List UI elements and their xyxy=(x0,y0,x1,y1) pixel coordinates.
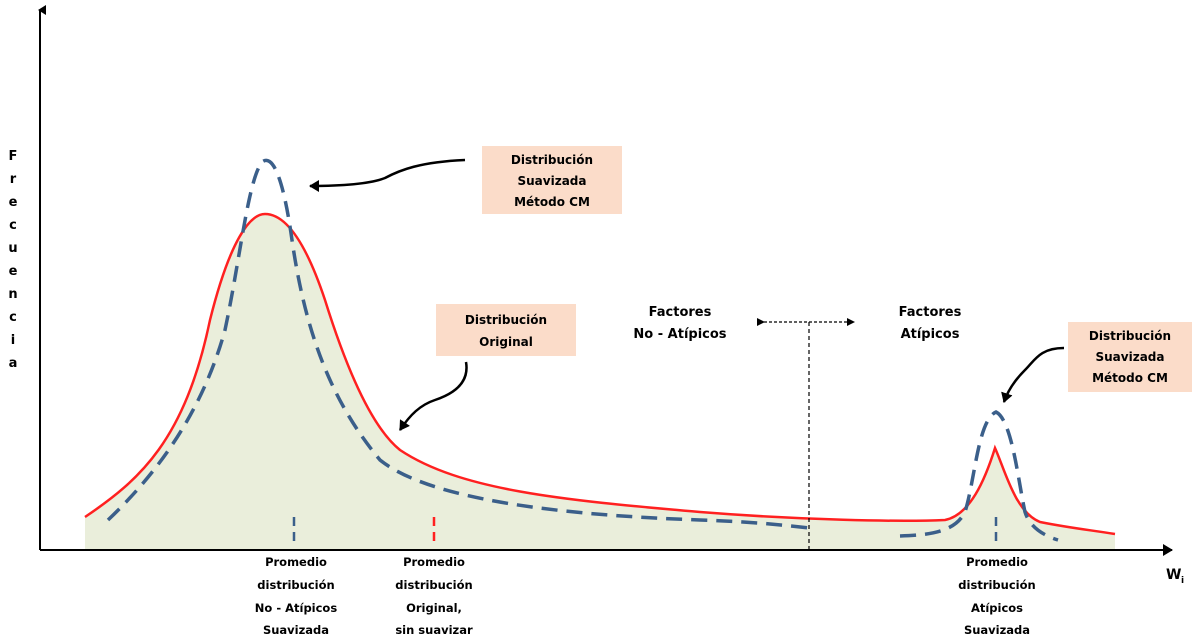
callout-box xyxy=(436,304,576,356)
bottom-label-line: distribución xyxy=(958,578,1035,592)
bottom-label-line: Original, xyxy=(406,601,462,615)
y-label-letter: n xyxy=(8,287,17,302)
smoothed-distribution-curve-left xyxy=(106,158,811,530)
bottom-label-line: Promedio xyxy=(966,555,1028,569)
bottom-label-line: Promedio xyxy=(403,555,465,569)
x-label-sub: i xyxy=(1181,576,1184,586)
bottom-label-line: Atípicos xyxy=(971,601,1023,615)
region-label-non-atypical: Factores No - Atípicos xyxy=(633,305,726,342)
bottom-label-line: Suavizada xyxy=(964,623,1030,637)
y-label-letter: c xyxy=(9,310,17,325)
callout-line: Original xyxy=(479,335,533,349)
callout-line: Distribución xyxy=(1089,329,1171,343)
y-axis-label: F r e c u e n c i a xyxy=(8,149,17,371)
x-axis-label: W i xyxy=(1166,567,1184,586)
region-label-line: No - Atípicos xyxy=(633,327,726,342)
callout-smoothed-left: Distribución Suavizada Método CM xyxy=(482,146,622,214)
callout-line: Suavizada xyxy=(1096,350,1165,364)
y-label-letter: F xyxy=(9,149,18,164)
pointer-arrow-smoothed-right xyxy=(1001,346,1065,403)
callout-original: Distribución Original xyxy=(436,304,576,356)
pointer-arrow-original xyxy=(398,361,468,431)
callout-line: Suavizada xyxy=(518,174,587,188)
bottom-label-line: Suavizada xyxy=(263,623,329,637)
y-label-letter: u xyxy=(8,241,17,256)
region-label-line: Factores xyxy=(899,305,962,320)
original-distribution-fill xyxy=(85,214,1115,550)
bottom-label-mean-non-atypical: Promedio distribución No - Atípicos Suav… xyxy=(255,555,338,637)
callout-box xyxy=(482,146,622,214)
y-label-letter: e xyxy=(9,264,18,279)
original-distribution-curve xyxy=(84,212,1116,536)
bottom-label-line: Promedio xyxy=(265,555,327,569)
callout-line: Distribución xyxy=(511,153,593,167)
region-label-line: Factores xyxy=(649,305,712,320)
callout-smoothed-right: Distribución Suavizada Método CM xyxy=(1068,322,1192,392)
region-label-line: Atípicos xyxy=(901,327,960,342)
bottom-label-mean-atypical: Promedio distribución Atípicos Suavizada xyxy=(958,555,1035,637)
smoothed-distribution-curve-right xyxy=(899,410,1059,542)
callout-box xyxy=(1068,322,1192,392)
y-label-letter: r xyxy=(10,172,17,187)
pointer-arrow-smoothed-left xyxy=(309,158,466,192)
bottom-label-line: No - Atípicos xyxy=(255,601,338,615)
y-label-letter: e xyxy=(9,195,18,210)
callout-line: Método CM xyxy=(514,195,590,209)
callout-line: Distribución xyxy=(465,313,547,327)
bottom-label-line: distribución xyxy=(395,578,472,592)
y-label-letter: i xyxy=(11,333,15,348)
callout-line: Método CM xyxy=(1092,371,1168,385)
x-label-main: W xyxy=(1166,567,1181,583)
region-label-atypical: Factores Atípicos xyxy=(899,305,962,342)
bottom-label-mean-original: Promedio distribución Original, sin suav… xyxy=(395,555,473,637)
y-label-letter: a xyxy=(9,356,18,371)
y-label-letter: c xyxy=(9,218,17,233)
bottom-label-line: distribución xyxy=(257,578,334,592)
bottom-label-line: sin suavizar xyxy=(395,623,473,637)
